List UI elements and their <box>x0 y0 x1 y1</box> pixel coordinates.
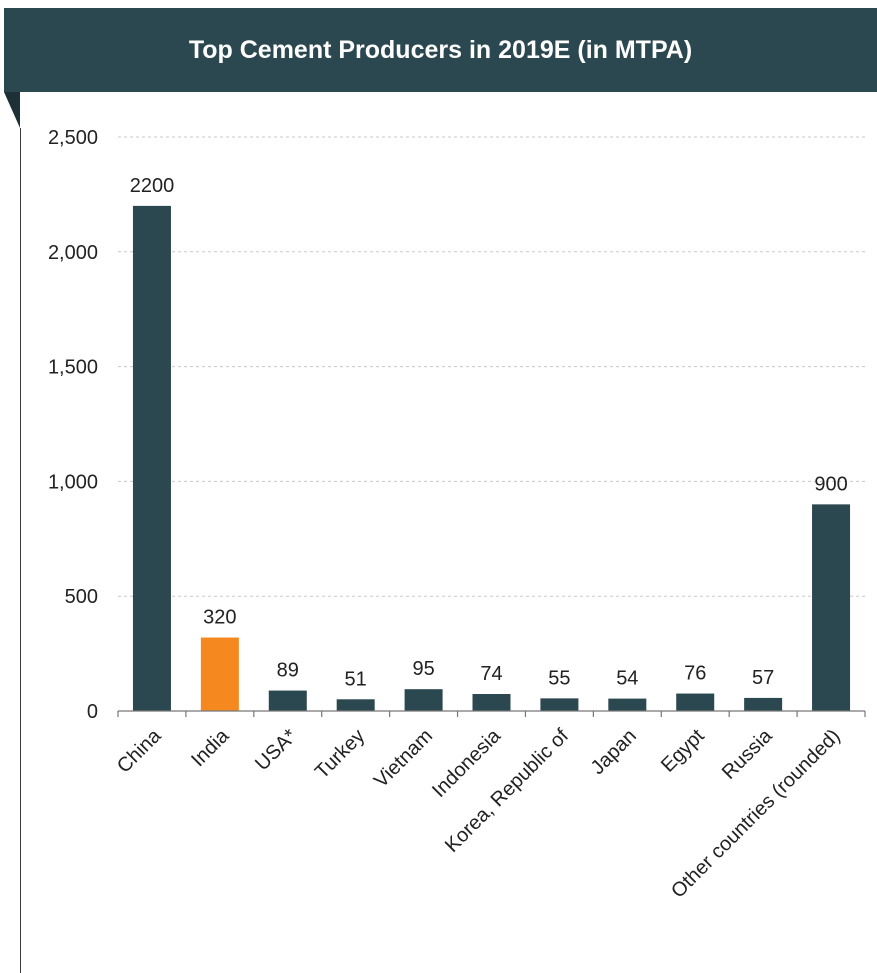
y-tick-label: 1,000 <box>48 471 98 493</box>
category-label: Egypt <box>657 725 709 777</box>
y-tick-label: 500 <box>65 586 98 608</box>
category-label: Russia <box>718 724 777 783</box>
y-tick-label: 1,500 <box>48 357 98 379</box>
bar-2 <box>268 690 307 711</box>
data-label: 95 <box>412 658 434 680</box>
left-border-line <box>20 128 21 973</box>
category-label: China <box>113 724 166 777</box>
y-tick-label: 2,000 <box>48 242 98 264</box>
category-label: Japan <box>587 725 641 779</box>
bars <box>132 205 851 711</box>
data-label: 900 <box>814 473 847 495</box>
bar-4 <box>404 689 443 711</box>
y-tick-label: 0 <box>87 701 98 723</box>
bar-3 <box>336 699 375 711</box>
data-label: 55 <box>548 667 570 689</box>
category-label: Korea, Republic of <box>441 725 573 857</box>
data-label: 76 <box>684 663 706 685</box>
bar-0 <box>132 205 171 711</box>
bar-9 <box>744 697 783 711</box>
data-label: 89 <box>277 660 299 682</box>
category-label: Vietnam <box>370 725 437 792</box>
data-label: 51 <box>345 668 367 690</box>
x-axis <box>117 710 866 717</box>
category-label: USA* <box>251 725 301 775</box>
data-label: 320 <box>203 607 236 629</box>
y-tick-label: 2,500 <box>48 127 98 149</box>
data-label: 54 <box>616 668 638 690</box>
gridlines <box>118 136 865 597</box>
data-label: 2200 <box>130 175 175 197</box>
chart-title: Top Cement Producers in 2019E (in MTPA) <box>188 35 693 64</box>
data-label: 74 <box>480 663 502 685</box>
data-label: 57 <box>752 667 774 689</box>
bar-10 <box>812 504 851 711</box>
bar-8 <box>676 693 715 711</box>
category-label: Turkey <box>311 725 369 783</box>
category-label: India <box>187 724 234 771</box>
bar-6 <box>540 698 579 711</box>
banner-fold-decoration <box>4 92 20 128</box>
data-labels: 2200 320 89 51 95 74 55 54 76 57 900 <box>130 175 848 690</box>
category-labels: China India USA* Turkey VietnamIndonesiaKore… <box>113 724 845 902</box>
bar-5 <box>472 694 511 711</box>
bar-1 <box>200 637 239 711</box>
y-axis-ticks: 0 500 1,000 1,500 2,000 2,500 <box>48 127 98 723</box>
chart-title-banner: Top Cement Producers in 2019E (in MTPA) <box>4 8 877 92</box>
bar-7 <box>608 698 647 711</box>
